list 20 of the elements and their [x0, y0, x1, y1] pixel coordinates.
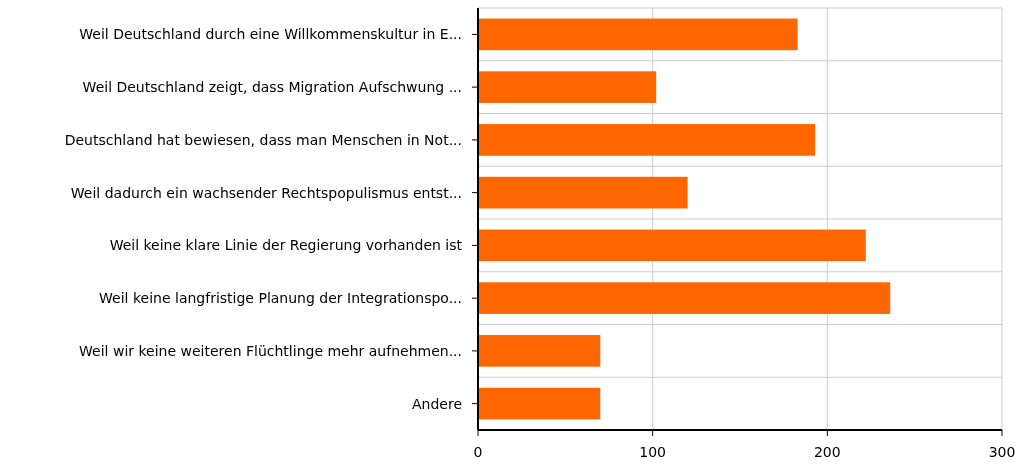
bar: [478, 229, 866, 262]
bar: [478, 18, 798, 51]
x-tick-label: 300: [988, 444, 1016, 460]
y-tick-label: Weil dadurch ein wachsender Rechtspopulismus entst...: [70, 184, 462, 201]
x-tick-label: 100: [639, 444, 667, 460]
x-tick-label: 0: [473, 444, 483, 460]
x-tick-label: 200: [813, 444, 841, 460]
y-tick-label: Deutschland hat bewiesen, dass man Menschen in Not...: [64, 131, 462, 148]
y-tick-label: Weil Deutschland zeigt, dass Migration Aufschwung ...: [82, 79, 462, 96]
y-tick-label: Weil wir keine weiteren Flüchtlinge mehr aufnehmen...: [79, 342, 462, 359]
y-tick-label: Weil keine langfristige Planung der Integrationspo...: [99, 290, 462, 307]
bar: [478, 71, 657, 103]
bar: [478, 282, 891, 314]
bar: [478, 124, 816, 156]
bar: [478, 176, 688, 209]
bar: [478, 335, 601, 367]
y-tick-label: Andere: [411, 395, 462, 412]
y-tick-label: Weil keine klare Linie der Regierung vorhanden ist: [109, 237, 463, 254]
y-tick-label: Weil Deutschland durch eine Willkommenskultur in E...: [79, 26, 462, 43]
bar: [478, 387, 601, 420]
